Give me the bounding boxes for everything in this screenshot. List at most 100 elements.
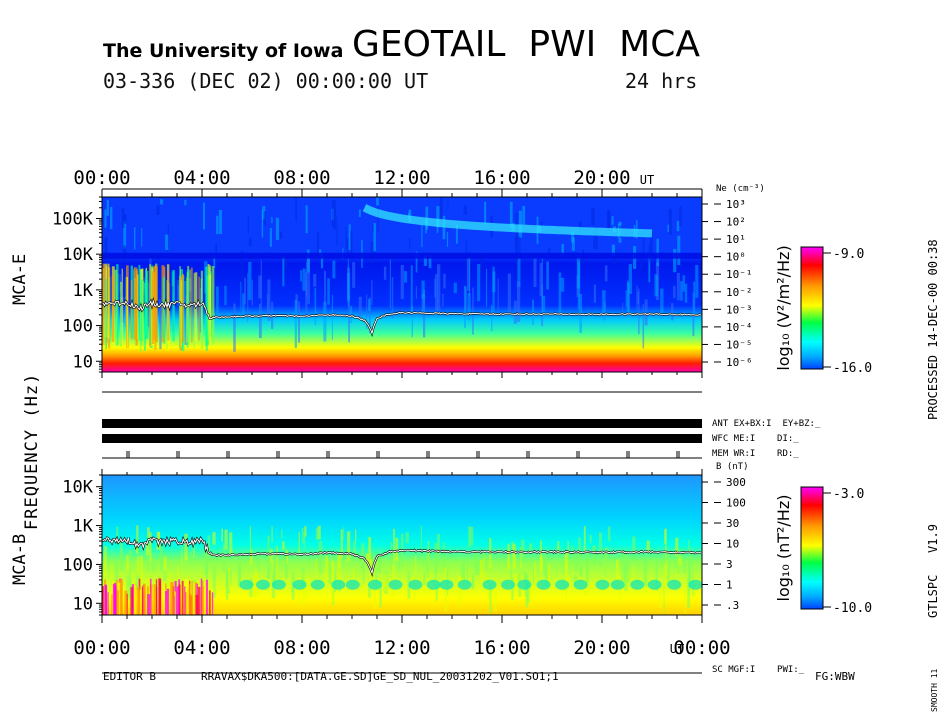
panel-b-streak	[328, 565, 332, 585]
panel-b-streak	[355, 529, 357, 544]
panel-e-streak	[159, 199, 164, 205]
panel-b-streak	[567, 540, 569, 556]
panel-b-activity	[143, 583, 146, 615]
panel-b-activity	[202, 585, 204, 615]
panel-e-streak	[248, 237, 252, 246]
panel-b-streak	[230, 569, 232, 586]
panel-e-streak	[199, 288, 202, 333]
panel-e-streak	[251, 279, 253, 306]
panel-b-streak	[368, 536, 371, 567]
panel-b-streak	[563, 564, 565, 574]
panel-b-streak	[390, 542, 393, 570]
panel-b-streak	[228, 568, 230, 590]
panel-b-streak	[253, 574, 257, 599]
panel-b-streak	[532, 568, 534, 585]
panel-e-streak	[682, 275, 686, 292]
panel-e-activity	[200, 278, 203, 338]
panel-b-streak	[606, 547, 610, 562]
panel-b-streak	[604, 551, 607, 577]
panel-b-streak	[664, 564, 666, 590]
panel-e-streak	[532, 299, 534, 325]
panel-b-streak	[574, 551, 578, 572]
panel-b-activity	[147, 594, 151, 615]
panel-e-streak	[693, 281, 696, 316]
panel-b-streak	[405, 532, 409, 544]
panel-b-streak	[443, 542, 446, 572]
panel-b-activity	[204, 578, 206, 615]
panel-b-streak	[579, 565, 583, 577]
y-tick-label: 10K	[62, 478, 93, 498]
panel-b-streak	[337, 554, 341, 580]
panel-e-streak	[468, 257, 470, 296]
panel-e-streak	[203, 202, 206, 230]
panel-b-streak	[184, 533, 188, 561]
right-tick-label: 3	[726, 558, 733, 571]
panel-e-streak	[415, 286, 418, 299]
panel-b-activity	[164, 591, 168, 615]
panel-e-streak	[472, 287, 474, 335]
panel-b-streak	[646, 540, 650, 553]
panel-e-streak	[546, 261, 549, 290]
panel-b-streak	[298, 532, 300, 557]
panel-b-activity	[145, 578, 147, 615]
panel-b-streak	[507, 543, 510, 571]
panel-b-streak	[666, 559, 668, 576]
panel-e-streak	[352, 262, 356, 288]
panel-e-streak	[695, 264, 699, 298]
panel-e-streak	[467, 293, 471, 321]
panel-e-streak	[463, 285, 466, 328]
panel-e-streak	[676, 220, 680, 232]
panel-e-streak	[602, 290, 606, 321]
panel-e-streak	[560, 277, 565, 292]
colorbar-e	[800, 246, 824, 370]
panel-b-streak	[267, 535, 270, 562]
panel-b-streak	[136, 565, 140, 590]
institution-label: The University of Iowa	[103, 40, 344, 62]
panel-b-streak	[286, 558, 289, 578]
panel-b-streak	[540, 556, 543, 570]
panel-e-activity	[149, 264, 152, 347]
panel-b-streak	[687, 539, 690, 552]
panel-e-streak	[368, 297, 371, 333]
panel-b-streak	[395, 537, 399, 561]
panel-e-streak	[282, 256, 285, 287]
panel-b-streak	[466, 558, 469, 586]
bottom-time-label: 16:00	[473, 637, 530, 659]
panel-b-streak	[149, 532, 152, 562]
panel-b-streak	[632, 566, 635, 580]
top-time-label: 20:00	[573, 167, 630, 189]
panel-e-streak	[455, 224, 458, 244]
panel-e-streak	[576, 257, 581, 289]
panel-b-streak	[131, 570, 133, 586]
panel-b-streak	[564, 553, 569, 570]
right-tick-label: 10¹	[726, 233, 746, 246]
panel-e-streak	[346, 238, 349, 267]
panel-e-streak	[143, 281, 145, 295]
panel-e-streak	[480, 253, 483, 276]
panel-b-streak	[152, 562, 156, 572]
panel-b-streak	[643, 559, 646, 585]
panel-b-streak	[627, 556, 630, 583]
panel-b-streak	[567, 574, 570, 584]
panel-b-streak	[225, 569, 229, 600]
panel-e-streak	[636, 285, 638, 310]
panel-e-streak	[541, 295, 546, 317]
right-tick-label: 300	[726, 476, 746, 489]
panel-b-streak	[181, 540, 183, 567]
bottom-time-label: 20:00	[573, 637, 630, 659]
panel-e-streak	[593, 228, 596, 249]
panel-b-streak	[222, 543, 226, 573]
panel-e-streak	[149, 257, 152, 270]
panel-b-streak	[457, 575, 461, 607]
panel-e-streak	[279, 231, 283, 239]
panel-e-streak	[215, 286, 219, 318]
panel-e-streak	[261, 209, 264, 238]
panel-e-streak	[571, 232, 575, 243]
panel-e-streak	[320, 253, 324, 269]
colorbar-title: log₁₀ (nT²/Hz)	[774, 495, 793, 602]
date-line: 03-336 (DEC 02) 00:00:00 UT	[103, 69, 429, 93]
right-tick-label: .3	[726, 599, 739, 612]
panel-e-streak	[348, 224, 351, 251]
panel-e-streak	[141, 228, 143, 247]
panel-b	[96, 474, 831, 617]
